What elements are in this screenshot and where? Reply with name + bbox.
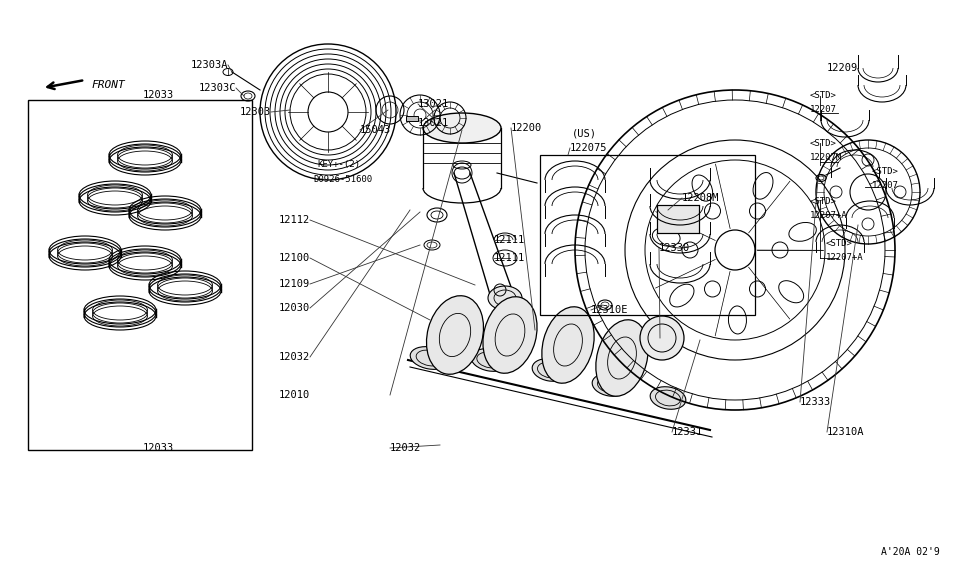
Text: 12207M: 12207M [810, 152, 842, 161]
Ellipse shape [592, 374, 628, 396]
Ellipse shape [483, 297, 537, 373]
Bar [657, 205, 699, 233]
Bar [28, 100, 252, 450]
Text: 12303A: 12303A [190, 60, 228, 70]
Ellipse shape [596, 320, 648, 396]
Bar [540, 155, 755, 315]
Text: 12303: 12303 [240, 107, 271, 117]
Text: 12207: 12207 [810, 105, 837, 114]
Text: (US): (US) [572, 128, 597, 138]
Text: <STD>: <STD> [826, 239, 853, 248]
Ellipse shape [542, 307, 594, 383]
Text: 13021: 13021 [418, 118, 449, 128]
Text: 12010: 12010 [279, 390, 310, 400]
Ellipse shape [426, 295, 484, 374]
Text: 12333: 12333 [800, 397, 832, 407]
Text: 12111: 12111 [494, 253, 526, 263]
Ellipse shape [410, 346, 449, 370]
Bar [406, 116, 418, 121]
Text: FRONT: FRONT [92, 80, 126, 90]
Text: <STD>: <STD> [872, 168, 899, 177]
Text: 12207: 12207 [872, 182, 899, 191]
Circle shape [640, 316, 684, 360]
Text: 12032: 12032 [390, 443, 421, 453]
Text: 12331: 12331 [672, 427, 703, 437]
Text: 12112: 12112 [279, 215, 310, 225]
Text: 12303C: 12303C [199, 83, 236, 93]
Ellipse shape [488, 286, 522, 310]
Text: 12100: 12100 [279, 253, 310, 263]
Text: 122075: 122075 [570, 143, 607, 153]
Ellipse shape [471, 349, 509, 371]
Text: 12032: 12032 [279, 352, 310, 362]
Text: 12111: 12111 [494, 235, 526, 245]
Text: 12033: 12033 [143, 90, 175, 100]
Text: 12209: 12209 [827, 63, 858, 73]
Text: 12310A: 12310A [827, 427, 865, 437]
Text: KEY+-(2): KEY+-(2) [317, 161, 360, 169]
Text: 12207+A: 12207+A [810, 211, 847, 220]
Text: D0926-51600: D0926-51600 [313, 175, 372, 185]
Text: 12207+A: 12207+A [826, 254, 864, 263]
Text: 12208M: 12208M [682, 193, 720, 203]
Ellipse shape [532, 359, 567, 381]
Text: 12200: 12200 [511, 123, 542, 133]
Text: 13021: 13021 [418, 99, 449, 109]
Text: A'20A 02'9: A'20A 02'9 [881, 547, 940, 557]
Text: <STD>: <STD> [810, 196, 837, 205]
Text: 12109: 12109 [279, 279, 310, 289]
Text: <STD>: <STD> [810, 139, 837, 148]
Ellipse shape [650, 387, 685, 409]
Text: 12033: 12033 [143, 443, 175, 453]
Text: 12030: 12030 [279, 303, 310, 313]
Text: <STD>: <STD> [810, 92, 837, 101]
Text: 12330: 12330 [659, 243, 690, 253]
Ellipse shape [423, 113, 501, 143]
Text: 15043: 15043 [360, 125, 391, 135]
Text: 12310E: 12310E [591, 305, 629, 315]
